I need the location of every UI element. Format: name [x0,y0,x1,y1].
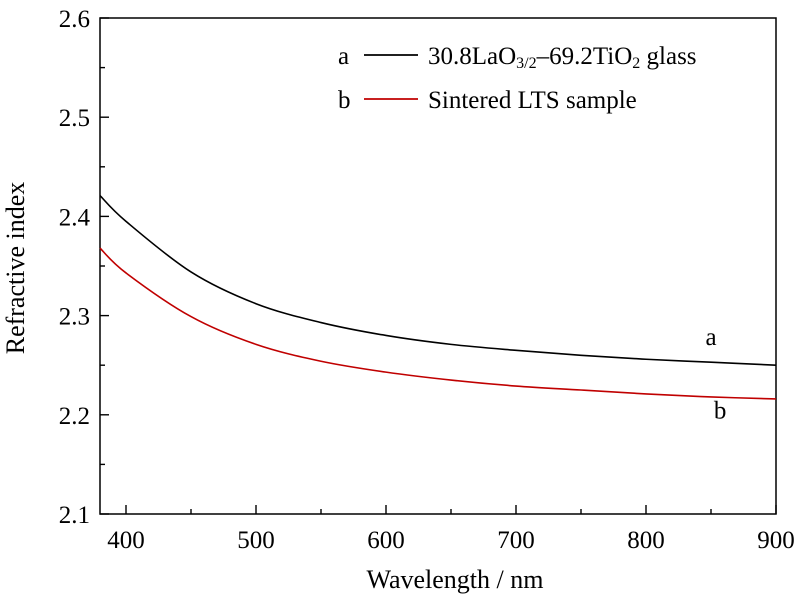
x-axis-title: Wavelength / nm [367,565,544,594]
x-tick-label: 800 [627,527,665,554]
series-line-a [99,195,777,366]
y-tick-label: 2.3 [59,304,90,331]
legend-letter: b [338,87,351,114]
y-tick-label: 2.6 [59,6,90,33]
legend-label: 30.8LaO3/2–69.2TiO2 glass [428,43,697,72]
x-tick-label: 700 [497,527,535,554]
x-tick-label: 600 [367,527,405,554]
legend-entry-b: b Sintered LTS sample [338,87,637,114]
legend-letter: a [338,43,349,70]
y-tick-label: 2.2 [59,403,90,430]
curve-label-a: a [705,324,716,351]
x-axis-ticks: 400 500 600 700 800 900 [107,505,795,554]
y-axis-ticks: 2.1 2.2 2.3 2.4 2.5 2.6 [59,6,109,529]
series-line-b [99,247,777,400]
y-tick-label: 2.5 [59,105,90,132]
curve-labels: ab [705,324,726,424]
x-tick-label: 900 [757,527,795,554]
y-axis-title: Refractive index [1,182,30,355]
series-curves [99,195,777,400]
legend-label: Sintered LTS sample [428,87,637,114]
curve-label-b: b [714,397,727,424]
y-tick-label: 2.4 [59,204,91,231]
x-tick-label: 500 [237,527,275,554]
legend-entry-a: a 30.8LaO3/2–69.2TiO2 glass [338,43,697,72]
x-tick-label: 400 [107,527,145,554]
y-tick-label: 2.1 [59,502,90,529]
legend: a 30.8LaO3/2–69.2TiO2 glass b Sintered LTS … [338,43,697,114]
